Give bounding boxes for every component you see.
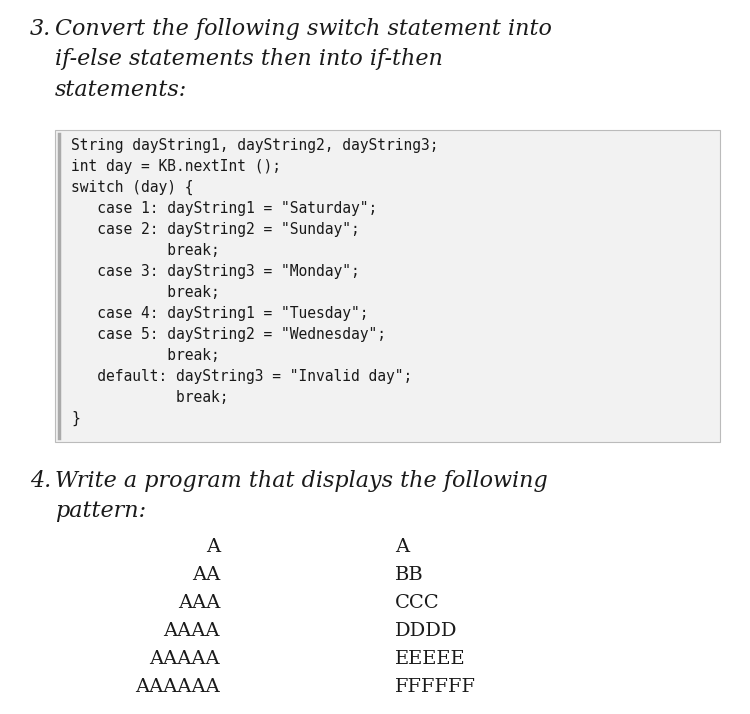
Text: switch (day) {: switch (day) { bbox=[71, 180, 194, 195]
Text: case 3: dayString3 = "Monday";: case 3: dayString3 = "Monday"; bbox=[71, 264, 360, 279]
Text: AAA: AAA bbox=[178, 594, 220, 612]
Text: BB: BB bbox=[395, 566, 424, 584]
FancyBboxPatch shape bbox=[55, 130, 720, 442]
Text: case 5: dayString2 = "Wednesday";: case 5: dayString2 = "Wednesday"; bbox=[71, 327, 386, 342]
Text: EEEEE: EEEEE bbox=[395, 650, 466, 668]
Text: A: A bbox=[395, 538, 410, 556]
Text: int day = KB.nextInt ();: int day = KB.nextInt (); bbox=[71, 159, 281, 174]
Text: AA: AA bbox=[192, 566, 220, 584]
Text: }: } bbox=[71, 411, 80, 426]
Text: break;: break; bbox=[71, 243, 220, 258]
Text: case 1: dayString1 = "Saturday";: case 1: dayString1 = "Saturday"; bbox=[71, 201, 377, 216]
Text: break;: break; bbox=[71, 390, 229, 405]
Text: break;: break; bbox=[71, 348, 220, 363]
Text: FFFFFF: FFFFFF bbox=[395, 678, 476, 696]
Text: AAAAA: AAAAA bbox=[149, 650, 220, 668]
Text: AAAA: AAAA bbox=[164, 622, 220, 640]
Text: Write a program that displays the following
pattern:: Write a program that displays the follow… bbox=[55, 470, 548, 523]
Text: DDDD: DDDD bbox=[395, 622, 458, 640]
Text: break;: break; bbox=[71, 285, 220, 300]
Text: CCC: CCC bbox=[395, 594, 439, 612]
Text: Convert the following switch statement into
if-else statements then into if-then: Convert the following switch statement i… bbox=[55, 18, 552, 101]
Text: case 2: dayString2 = "Sunday";: case 2: dayString2 = "Sunday"; bbox=[71, 222, 360, 237]
Text: 4.: 4. bbox=[30, 470, 51, 492]
Text: String dayString1, dayString2, dayString3;: String dayString1, dayString2, dayString… bbox=[71, 138, 439, 153]
Text: A: A bbox=[206, 538, 220, 556]
Text: AAAAAA: AAAAAA bbox=[135, 678, 220, 696]
Text: 3.: 3. bbox=[30, 18, 51, 40]
Text: default: dayString3 = "Invalid day";: default: dayString3 = "Invalid day"; bbox=[71, 369, 413, 384]
Text: case 4: dayString1 = "Tuesday";: case 4: dayString1 = "Tuesday"; bbox=[71, 306, 368, 321]
